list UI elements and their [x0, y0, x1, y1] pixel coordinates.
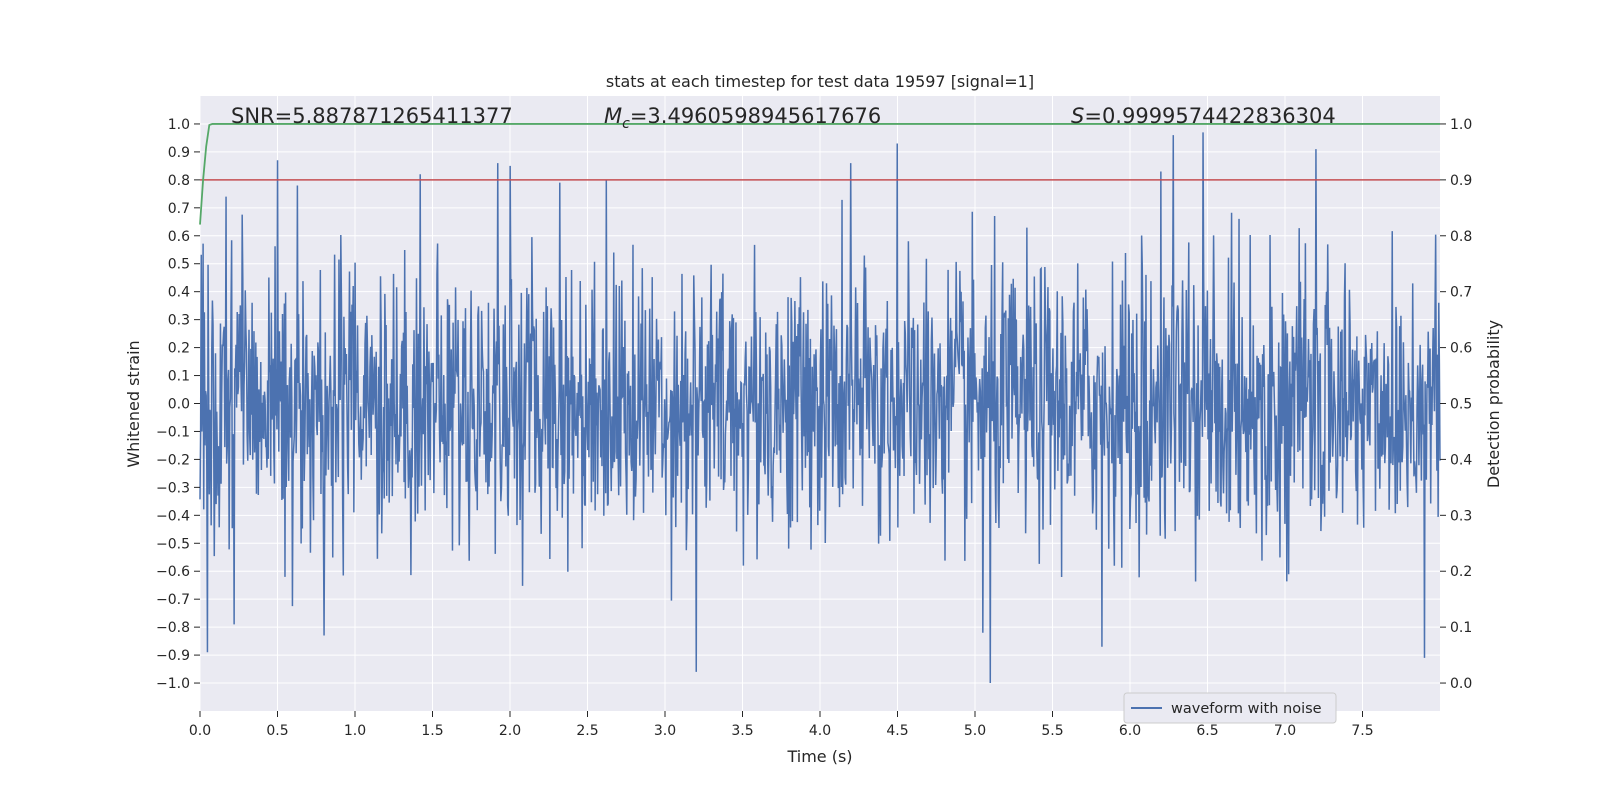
x-tick-label: 1.5	[421, 723, 443, 739]
y-tick-label: −0.1	[156, 424, 190, 440]
y-tick-label: −0.4	[156, 508, 190, 524]
y-tick-label: 0.2	[168, 341, 190, 357]
y-tick-label: −0.8	[156, 620, 190, 636]
y-tick-label: −0.2	[156, 452, 190, 468]
y2-tick-label: 0.7	[1450, 285, 1472, 301]
x-tick-label: 6.5	[1196, 723, 1218, 739]
y2-tick-label: 0.4	[1450, 452, 1472, 468]
y2-tick-label: 0.9	[1450, 173, 1472, 189]
y-tick-label: −0.3	[156, 480, 190, 496]
y-axis-label: Whitened strain	[124, 340, 143, 467]
detection-stat-annotation: S=0.9999574422836304	[1071, 104, 1336, 128]
waveform-line	[199, 132, 1441, 684]
y-tick-label: 0.6	[168, 229, 190, 245]
x-axis: 0.0 0.5 1.0 1.5 2.0 2.5 3.0 3.5 4.0 4.5 5.0 5.5 6.0 6…	[189, 711, 1374, 739]
y2-axis-label: Detection probability	[1484, 320, 1503, 488]
x-tick-label: 6.0	[1119, 723, 1141, 739]
y-tick-label: −0.7	[156, 592, 190, 608]
x-tick-label: 5.5	[1041, 723, 1063, 739]
y-tick-label: 0.8	[168, 173, 190, 189]
legend: waveform with noise	[1123, 692, 1337, 724]
x-tick-label: 0.5	[266, 723, 288, 739]
x-tick-label: 4.5	[886, 723, 908, 739]
legend-label: waveform with noise	[1171, 701, 1322, 717]
y2-tick-label: 0.0	[1450, 676, 1472, 692]
chirp-mass-annotation: Mc=3.4960598945617676	[604, 104, 881, 132]
y-axis-right: 1.0 0.9 0.8 0.7 0.6 0.5 0.4 0.3 0.2 0.1 0.0	[1440, 117, 1472, 692]
y2-tick-label: 0.6	[1450, 341, 1472, 357]
detection-probability-line	[199, 123, 1440, 225]
y-tick-label: 0.4	[168, 285, 190, 301]
y-tick-label: −0.9	[156, 648, 190, 664]
x-tick-label: 2.5	[576, 723, 598, 739]
y-axis-left: 1.0 0.9 0.8 0.7 0.6 0.5 0.4 0.3 0.2 0.1 0.0 −0.1 −0.…	[156, 117, 200, 692]
y-tick-label: −0.6	[156, 564, 190, 580]
y-tick-label: 0.5	[168, 257, 190, 273]
x-tick-label: 5.0	[964, 723, 986, 739]
x-tick-label: 7.0	[1274, 723, 1296, 739]
y-tick-label: −1.0	[156, 676, 190, 692]
x-tick-label: 7.5	[1351, 723, 1373, 739]
y2-tick-label: 0.5	[1450, 397, 1472, 413]
y2-tick-label: 0.1	[1450, 620, 1472, 636]
y-tick-label: 0.7	[168, 201, 190, 217]
y-tick-label: 0.9	[168, 145, 190, 161]
y2-tick-label: 0.3	[1450, 508, 1472, 524]
x-tick-label: 4.0	[809, 723, 831, 739]
y2-tick-label: 0.2	[1450, 564, 1472, 580]
y-tick-label: −0.5	[156, 536, 190, 552]
x-tick-label: 3.0	[654, 723, 676, 739]
y-tick-label: 0.3	[168, 313, 190, 329]
y2-tick-label: 0.8	[1450, 229, 1472, 245]
snr-annotation: SNR=5.887871265411377	[231, 104, 513, 128]
x-tick-label: 3.5	[731, 723, 753, 739]
y2-tick-label: 1.0	[1450, 117, 1472, 133]
x-axis-label: Time (s)	[786, 747, 852, 766]
y-tick-label: 0.1	[168, 369, 190, 385]
x-tick-label: 1.0	[344, 723, 366, 739]
legend-box	[1123, 692, 1337, 724]
chart-title: stats at each timestep for test data 195…	[606, 72, 1034, 91]
series-layer	[199, 123, 1441, 684]
y-tick-label: 1.0	[168, 117, 190, 133]
x-tick-label: 2.0	[499, 723, 521, 739]
x-tick-label: 0.0	[189, 723, 211, 739]
y-tick-label: 0.0	[168, 397, 190, 413]
